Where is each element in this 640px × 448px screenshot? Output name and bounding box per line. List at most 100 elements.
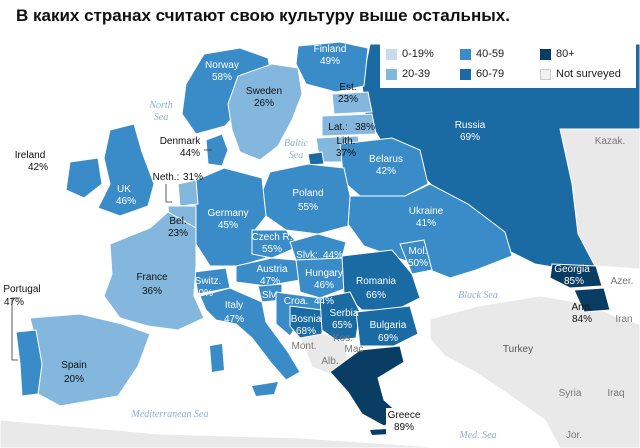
label-jordan: Jor.: [566, 430, 582, 441]
label-romania-name: Romania: [356, 276, 396, 287]
label-greece-value: 89%: [394, 422, 414, 433]
country-armenia: [573, 287, 611, 313]
legend-swatch: [386, 48, 397, 60]
country-kaliningrad: [307, 151, 325, 166]
label-estonia-value: 23%: [338, 94, 358, 105]
label-austria-value: 47%: [260, 276, 280, 287]
legend-swatch: [460, 68, 471, 80]
label-uk-value: 46%: [116, 196, 136, 207]
label-bulgaria-name: Bulgaria: [370, 320, 407, 331]
label-estonia-name: Est.: [339, 82, 356, 93]
label-armenia-value: 84%: [572, 314, 592, 325]
country-serbia: [319, 291, 361, 341]
sea-label-north-2: Sea: [154, 112, 168, 123]
label-croatia-value: 44%: [314, 296, 334, 307]
legend-label: 20-39: [402, 68, 431, 80]
label-hungary-name: Hungary: [305, 268, 343, 279]
label-netherlands-name: Neth.:: [153, 172, 180, 183]
europe-map: North Sea Baltic Sea Black Sea Mediterra…: [0, 34, 640, 448]
label-switzerland-value: 50%: [193, 288, 213, 299]
label-hungary-value: 46%: [314, 280, 334, 291]
label-austria-name: Austria: [256, 264, 288, 275]
label-georgia-value: 85%: [564, 276, 584, 287]
legend-item-0-19: 0-19%: [386, 48, 434, 60]
greece-label-box: [386, 408, 422, 434]
sea-label-baltic-2: Sea: [289, 150, 303, 161]
country-georgia: [549, 263, 603, 289]
label-albania: Alb.: [321, 356, 338, 367]
label-belarus-name: Belarus: [369, 154, 403, 165]
country-netherlands: [177, 179, 199, 207]
label-poland-name: Poland: [292, 188, 323, 199]
label-germany-value: 45%: [218, 220, 238, 231]
region-north-africa: [0, 419, 441, 448]
sea-label-mediterranean: Mediterranean Sea: [131, 409, 209, 420]
label-spain-value: 20%: [64, 374, 84, 385]
label-germany-name: Germany: [207, 208, 248, 219]
label-kosovo: Kos.: [333, 333, 353, 344]
label-france-name: France: [136, 272, 168, 283]
label-romania-value: 66%: [366, 290, 386, 301]
legend-item-40-59: 40-59: [460, 48, 504, 60]
country-czech: [251, 229, 301, 259]
country-bosnia: [289, 305, 323, 339]
label-slovakia-name: Slvk:: [296, 250, 318, 261]
label-moldova-name: Mol.: [409, 246, 428, 257]
label-iran: Iran: [615, 314, 632, 325]
sea-label-black: Black Sea: [458, 290, 498, 301]
label-italy-value: 47%: [224, 314, 244, 325]
country-portugal: [15, 329, 43, 397]
country-ireland: [65, 157, 103, 199]
country-finland: [295, 41, 369, 93]
map-title: В каких странах считают свою культуру вы…: [16, 6, 510, 25]
label-greece-name: Greece: [388, 410, 421, 421]
label-portugal-name: Portugal: [3, 284, 40, 295]
legend-label: Not surveyed: [556, 68, 621, 80]
country-greece: [329, 345, 405, 427]
label-france-value: 36%: [142, 286, 162, 297]
label-montenegro: Mont.: [291, 341, 316, 352]
legend-item-not-surveyed: Not surveyed: [540, 68, 621, 80]
country-france: [103, 211, 205, 331]
country-bulgaria: [355, 305, 419, 347]
label-serbia-value: 65%: [332, 320, 352, 331]
label-italy-name: Italy: [225, 300, 243, 311]
legend-swatch: [386, 68, 397, 80]
label-switzerland-name: Switz.: [195, 276, 222, 287]
label-ukraine-name: Ukraine: [409, 206, 444, 217]
legend-item-60-79: 60-79: [460, 68, 504, 80]
label-norway-name: Norway: [205, 60, 239, 71]
country-latvia: [321, 113, 377, 137]
label-bosnia-value: 68%: [296, 326, 316, 337]
label-slovakia-value: 44%: [323, 250, 343, 261]
label-lithuania-value: 37%: [336, 148, 356, 159]
label-latvia-value: 38%: [355, 122, 375, 133]
label-spain-name: Spain: [61, 360, 87, 371]
legend-swatch: [540, 68, 551, 80]
label-finland-value: 49%: [320, 56, 340, 67]
label-ireland-name: Ireland: [15, 150, 46, 161]
label-netherlands-value: 31%: [183, 172, 203, 183]
country-uk: [97, 123, 155, 217]
country-estonia: [331, 91, 373, 115]
label-sweden-value: 26%: [254, 98, 274, 109]
label-uk-name: UK: [117, 184, 131, 195]
label-portugal-value: 47%: [4, 297, 24, 308]
label-poland-value: 55%: [298, 202, 318, 213]
label-turkey: Turkey: [503, 344, 533, 355]
country-moldova: [399, 239, 433, 275]
legend-label: 80+: [556, 48, 575, 60]
country-sweden: [227, 63, 303, 161]
label-moldova-value: 50%: [408, 258, 428, 269]
label-denmark-name: Denmark: [160, 136, 202, 147]
label-czech-name: Czech R.: [251, 232, 292, 243]
label-czech-value: 55%: [262, 244, 282, 255]
label-serbia-name: Serbia: [330, 308, 359, 319]
sea-label-north-1: North: [148, 100, 172, 111]
legend-swatch: [460, 48, 471, 60]
label-sweden-name: Sweden: [246, 86, 282, 97]
legend-label: 0-19%: [402, 48, 434, 60]
label-denmark-value: 44%: [180, 148, 200, 159]
sea-label-med: Med. Sea: [458, 430, 496, 441]
country-italy: [199, 287, 301, 381]
